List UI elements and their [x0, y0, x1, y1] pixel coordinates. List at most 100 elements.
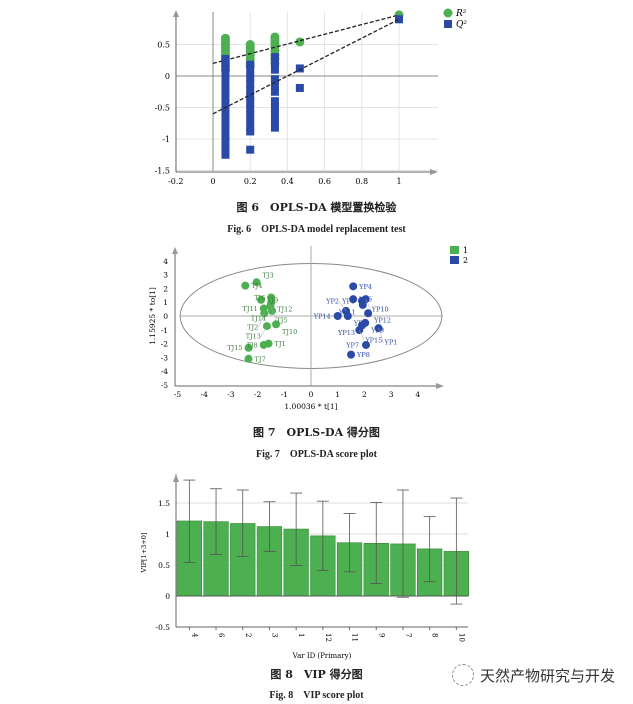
q2-point	[270, 65, 279, 74]
legend-swatch-icon	[450, 256, 459, 264]
point-label: YP14	[313, 313, 331, 321]
fig7-caption-cn: 图 7 OPLS-DA 得分图	[253, 426, 380, 439]
label-leader-line	[359, 329, 365, 341]
x-tick-label: 0	[210, 177, 215, 186]
y-tick-label: -3	[161, 353, 169, 362]
y-tick-label: -0.5	[155, 104, 170, 113]
label-leader-line	[260, 325, 268, 337]
x-tick-label: 0.8	[355, 177, 368, 186]
y-tick-label: -0.5	[156, 623, 171, 632]
point-label: YP2	[325, 297, 339, 305]
y-tick-label: 1	[165, 530, 170, 539]
y-axis-label: 1.15925 * to[1]	[148, 287, 157, 345]
q2-point	[221, 150, 230, 159]
point-label: TJ12	[277, 306, 292, 314]
x-tick-label: 10	[457, 633, 465, 642]
fig8-caption-en: Fig. 8 VIP score plot	[269, 690, 364, 701]
q2-point	[221, 75, 230, 84]
x-tick-label: 11	[351, 633, 359, 642]
q2-point	[221, 125, 230, 134]
y-axis-arrow-icon	[173, 474, 179, 482]
x-tick-label: -2	[254, 390, 262, 399]
point-label: TJ5	[276, 316, 287, 324]
q2-point	[295, 64, 304, 73]
point-label: YP15	[364, 337, 382, 345]
y-axis-arrow-icon	[172, 247, 178, 254]
point-label: TJ13	[246, 333, 261, 341]
y-tick-label: 4	[163, 257, 168, 266]
label-leader-line	[338, 301, 347, 312]
q2-point	[221, 106, 230, 115]
r2-point	[220, 33, 230, 43]
score-point	[244, 354, 253, 363]
r2-point	[270, 32, 280, 42]
point-label: TJ11	[243, 305, 258, 313]
point-label: TJ8	[247, 341, 258, 349]
q2-point	[221, 112, 230, 121]
point-label: YP5	[353, 320, 367, 328]
score-point	[272, 320, 281, 329]
x-axis-label: Var ID (Primary)	[292, 652, 352, 660]
x-axis-arrow-icon	[430, 169, 438, 175]
q2-point	[246, 145, 255, 154]
fig6-caption-en: Fig. 6 OPLS-DA model replacement test	[227, 224, 406, 235]
score-point	[349, 282, 358, 291]
legend-label: Q²	[456, 20, 467, 30]
label-leader-line	[270, 305, 277, 321]
point-label: YP12	[373, 317, 391, 325]
q2-point	[221, 94, 230, 103]
point-label: YP13	[337, 329, 355, 337]
vip-score-chart: -0.5 0 0.5 1 1.5 VIP[1+3+0] 4 6 2 3 1 12 11 9 7 8 10 Var …	[140, 474, 470, 660]
point-label: TJ7	[255, 355, 266, 363]
point-label: TJ3	[263, 272, 274, 280]
x-tick-label: 12	[324, 633, 332, 642]
q2-point	[270, 59, 279, 68]
y-tick-label: 0	[163, 312, 168, 321]
score-point	[362, 340, 371, 349]
y-tick-label: 1	[163, 298, 168, 307]
legend-q2-icon	[444, 20, 452, 28]
regression-line	[212, 18, 400, 115]
q2-point	[270, 97, 279, 106]
x-tick-label: 2	[362, 390, 367, 399]
x-tick-label: 0	[309, 390, 314, 399]
q2-point	[246, 73, 255, 82]
legend-label: 1	[463, 246, 468, 255]
x-tick-label: 0.2	[244, 177, 257, 186]
q2-point	[246, 85, 255, 94]
point-label: YP6	[358, 296, 372, 304]
q2-point	[221, 54, 230, 63]
x-tick-label: 1	[396, 177, 401, 186]
x-tick-label: 8	[431, 633, 439, 637]
point-label: YP11	[338, 308, 356, 316]
point-label: TJ14	[251, 314, 266, 322]
label-leader-line	[365, 299, 371, 310]
y-axis-label: VIP[1+3+0]	[140, 533, 148, 574]
x-tick-label: 2	[244, 633, 252, 637]
score-point	[349, 295, 358, 304]
point-label: TJ15	[227, 344, 242, 352]
regression-line	[212, 14, 400, 65]
r2-point	[245, 40, 255, 49]
y-tick-label: 0.5	[158, 561, 170, 570]
q2-point	[246, 104, 255, 113]
y-tick-label: -1.5	[155, 167, 170, 176]
point-label: YP10	[371, 306, 389, 314]
x-tick-label: -3	[227, 390, 235, 399]
label-leader-line	[258, 313, 265, 328]
fig7-caption-en: Fig. 7 OPLS-DA score plot	[256, 449, 377, 460]
point-label: TJ9	[267, 296, 278, 304]
y-tick-label: -1	[161, 326, 168, 335]
y-tick-label: -5	[161, 381, 169, 390]
legend-swatch-icon	[450, 246, 459, 254]
y-tick-label: -2	[161, 340, 169, 349]
score-point	[259, 340, 268, 349]
score-point	[333, 312, 342, 320]
x-axis-label: 1.00036 * t[1]	[284, 402, 337, 411]
q2-point	[270, 81, 279, 90]
q2-point	[221, 81, 230, 90]
q2-point	[221, 119, 230, 128]
q2-point	[270, 116, 279, 125]
q2-point	[246, 98, 255, 107]
